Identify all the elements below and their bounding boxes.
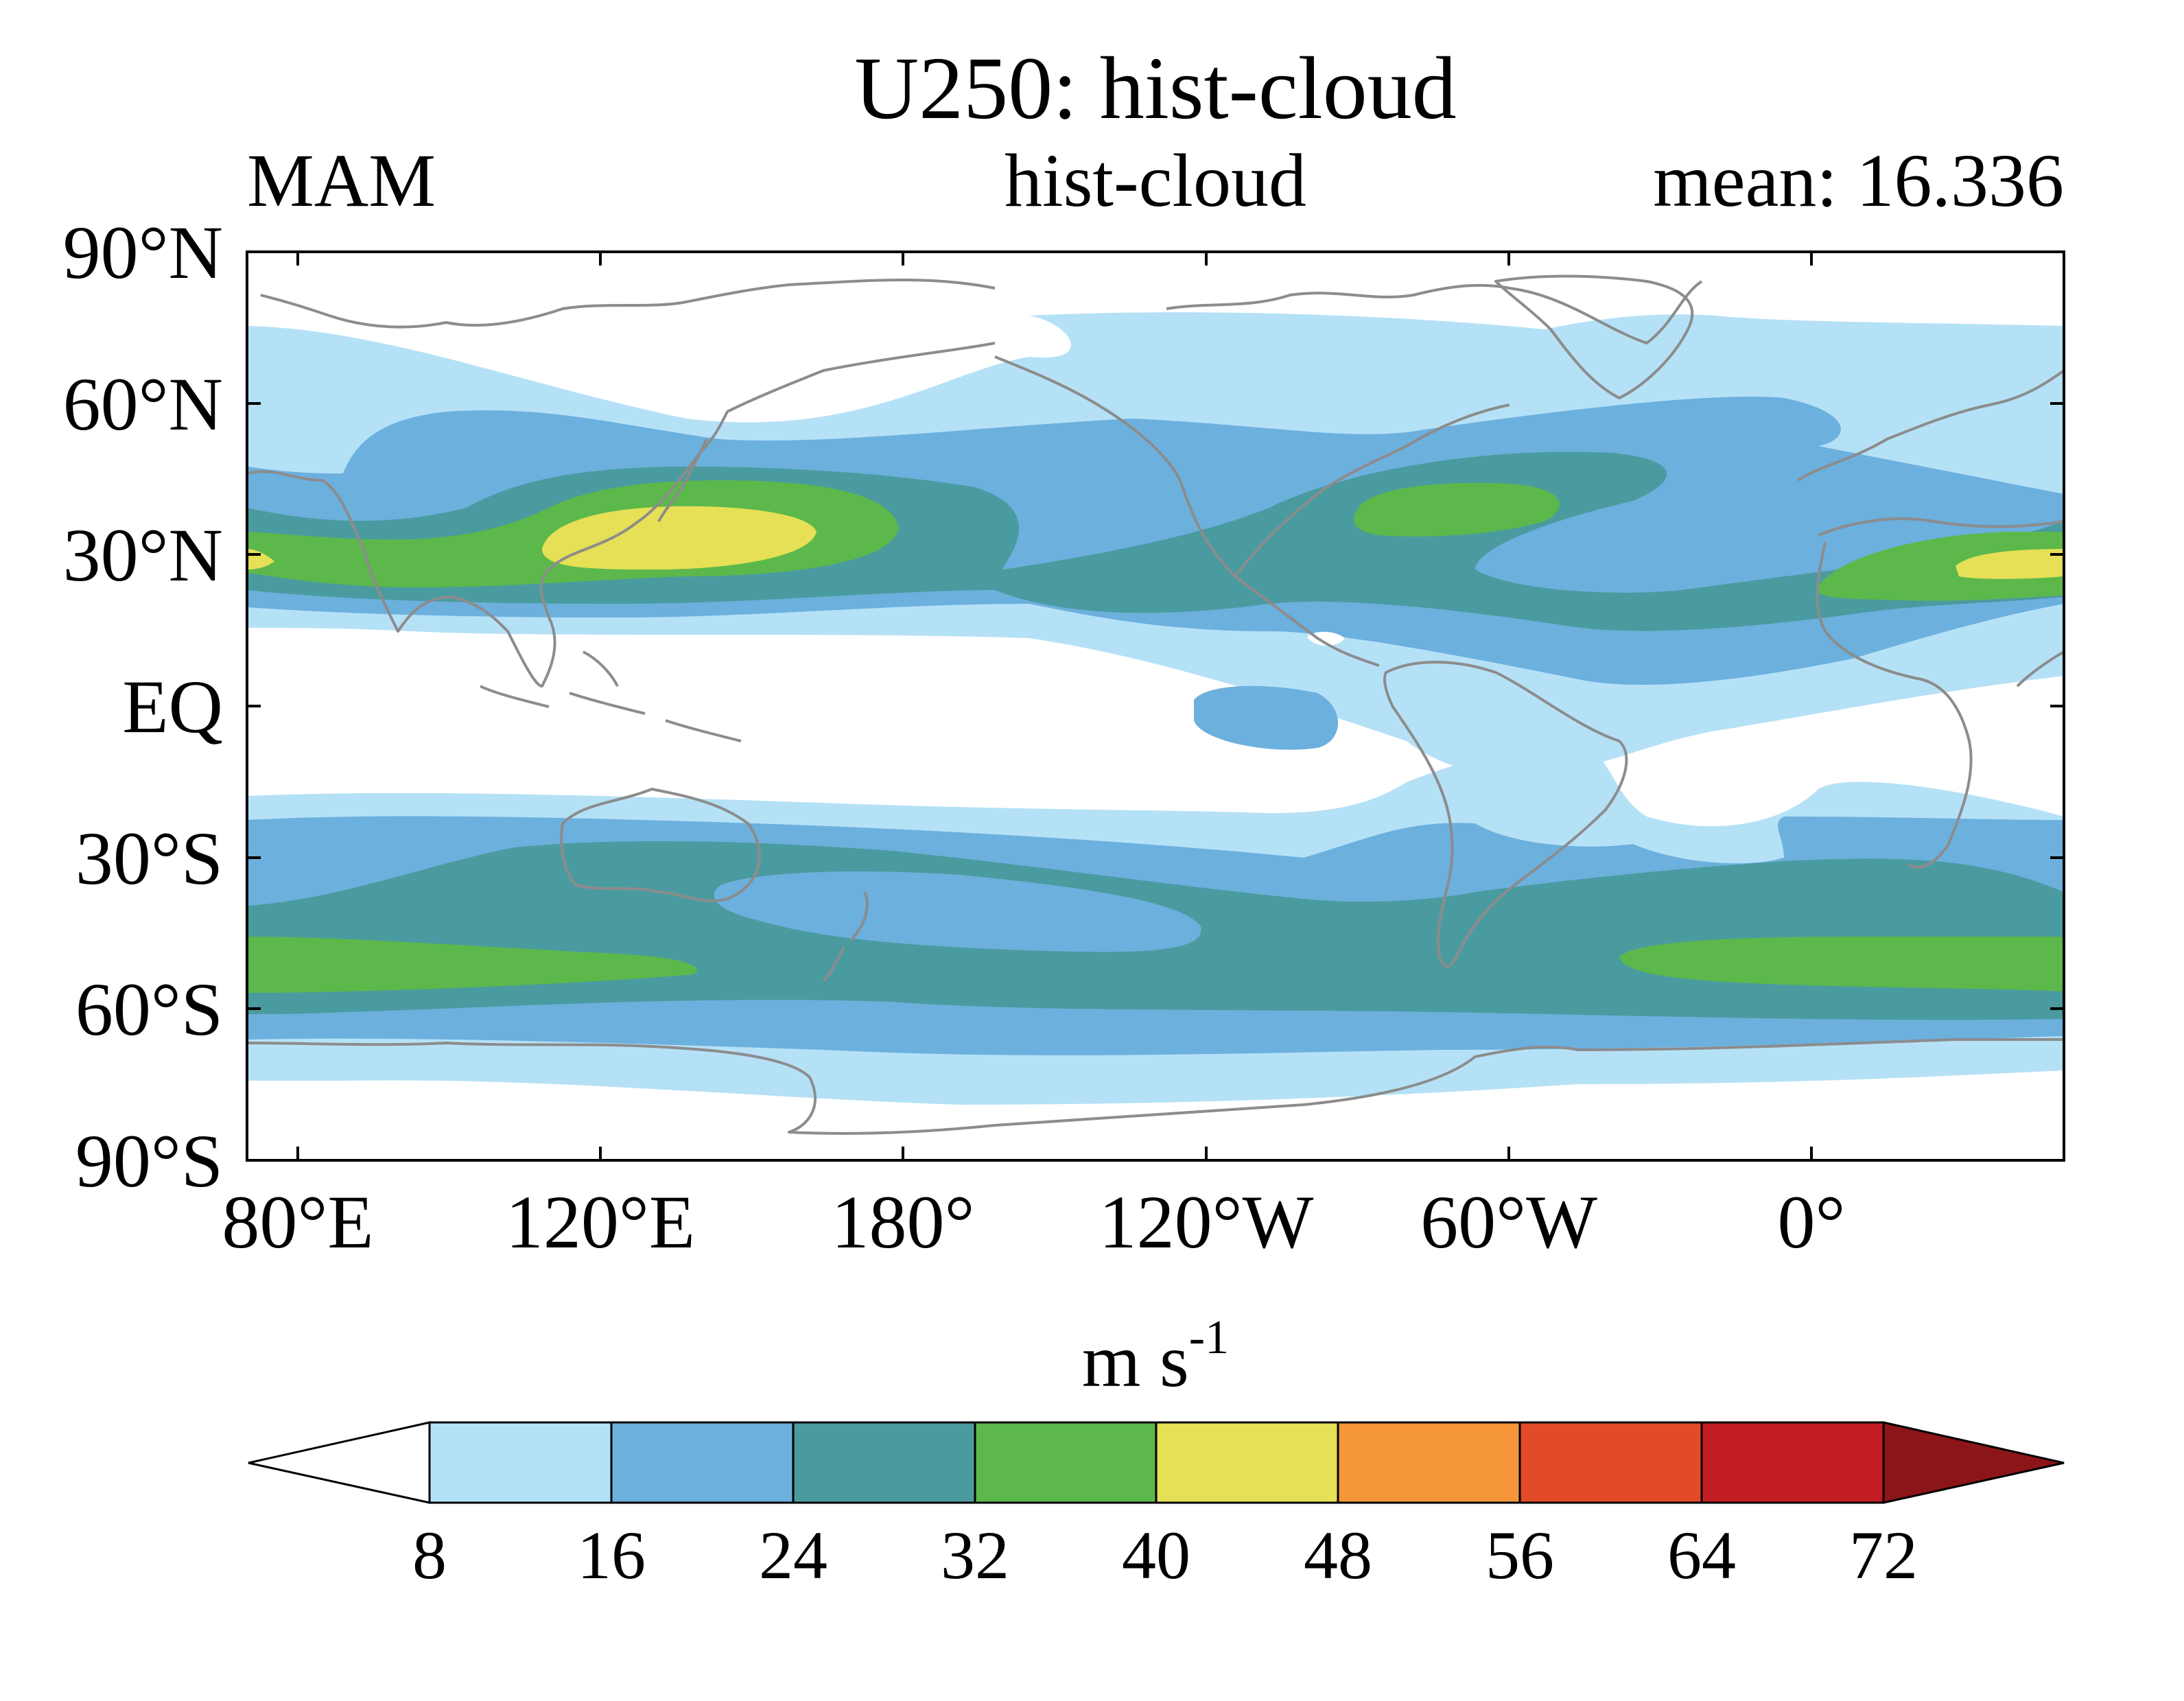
colorbar-label-40: 40 <box>1122 1517 1190 1593</box>
x-tick-label-0: 0° <box>1778 1180 1846 1264</box>
colorbar-unit-exponent: -1 <box>1189 1311 1229 1364</box>
x-tick-label-60w: 60°W <box>1420 1180 1597 1264</box>
coast-europe-africa <box>1796 369 2064 869</box>
x-tick-label-120w: 120°W <box>1099 1180 1314 1264</box>
x-tick-label-80e: 80°E <box>222 1180 373 1264</box>
season-label: MAM <box>247 139 436 222</box>
map-panel <box>247 252 2064 1160</box>
y-tick-label-90n: 90°N <box>63 211 223 294</box>
y-tick-label-60n: 60°N <box>63 362 223 446</box>
contour-sh-32-40-indian <box>247 937 697 993</box>
coast-south-america <box>1383 661 1628 968</box>
colorbar-label-48: 48 <box>1304 1517 1372 1593</box>
coast-japan <box>657 438 708 522</box>
experiment-label: hist-cloud <box>1005 139 1306 222</box>
coast-new-zealand <box>822 891 869 983</box>
colorbar-bin-64-72 <box>1700 1421 1885 1504</box>
colorbar-label-16: 16 <box>577 1517 646 1593</box>
colorbar-label-24: 24 <box>759 1517 827 1593</box>
y-tick-label-eq: EQ <box>122 665 223 749</box>
contour-eq-below8-caribbean <box>1307 631 1345 646</box>
coast-greenland <box>1494 274 1694 399</box>
map-ticks <box>247 250 2064 1160</box>
coastlines <box>247 274 2064 1135</box>
coast-canada-arctic <box>1166 280 1703 344</box>
colorbar-extend-low <box>248 1421 431 1504</box>
colorbar-bin-24-32 <box>792 1421 976 1504</box>
mean-label: mean: 16.336 <box>1653 139 2064 222</box>
colorbar-label-64: 64 <box>1667 1517 1736 1593</box>
coast-north-america <box>994 355 1510 667</box>
colorbar-labels: 8 16 24 32 40 48 56 64 72 <box>412 1517 1918 1593</box>
contour-eq-16-24-pacific <box>1194 685 1338 750</box>
coast-maritime-se-asia <box>480 650 742 742</box>
colorbar-label-8: 8 <box>412 1517 447 1593</box>
contour-nh-32-40-atlantic <box>1354 482 1560 537</box>
colorbar-bin-16-24 <box>610 1421 795 1504</box>
y-tick-label-90s: 90°S <box>75 1119 223 1203</box>
y-tick-labels: 90°N 60°N 30°N EQ 30°S 60°S 90°S <box>63 211 223 1203</box>
colorbar-label-72: 72 <box>1849 1517 1918 1593</box>
contour-sh-16-24-inner <box>714 871 1201 952</box>
coast-asia <box>247 342 996 688</box>
coast-arctic-eurasia <box>260 279 996 329</box>
colorbar-bin-32-40 <box>974 1421 1158 1504</box>
colorbar-bin-40-48 <box>1155 1421 1339 1504</box>
colorbar-label-32: 32 <box>941 1517 1009 1593</box>
coast-australia <box>560 788 761 902</box>
y-tick-label-30n: 30°N <box>63 513 223 597</box>
colorbar-extend-high <box>1882 1421 2065 1504</box>
x-tick-label-180: 180° <box>832 1180 975 1264</box>
y-tick-label-30s: 30°S <box>75 817 223 900</box>
colorbar-label-56: 56 <box>1486 1517 1554 1593</box>
colorbar-unit-base: m s <box>1082 1319 1189 1403</box>
figure-title: U250: hist-cloud <box>854 39 1456 138</box>
contour-sh-32-40-atlantic <box>1619 937 2064 992</box>
colorbar-bin-56-64 <box>1518 1421 1703 1504</box>
colorbar-bin-48-56 <box>1337 1421 1521 1504</box>
colorbar-unit: m s-1 <box>1082 1311 1229 1403</box>
coast-antarctica <box>247 1037 2064 1135</box>
colorbar-bin-8-16 <box>428 1421 613 1504</box>
colorbar <box>248 1421 2065 1504</box>
x-tick-label-120e: 120°E <box>506 1180 695 1264</box>
x-tick-labels: 80°E 120°E 180° 120°W 60°W 0° <box>222 1180 1845 1264</box>
contour-nh-40-48-asia <box>542 506 817 570</box>
contour-nh-32-40-africa <box>1817 532 2064 601</box>
y-tick-label-60s: 60°S <box>75 967 223 1051</box>
contour-nh-40-48-africa <box>1956 549 2064 579</box>
